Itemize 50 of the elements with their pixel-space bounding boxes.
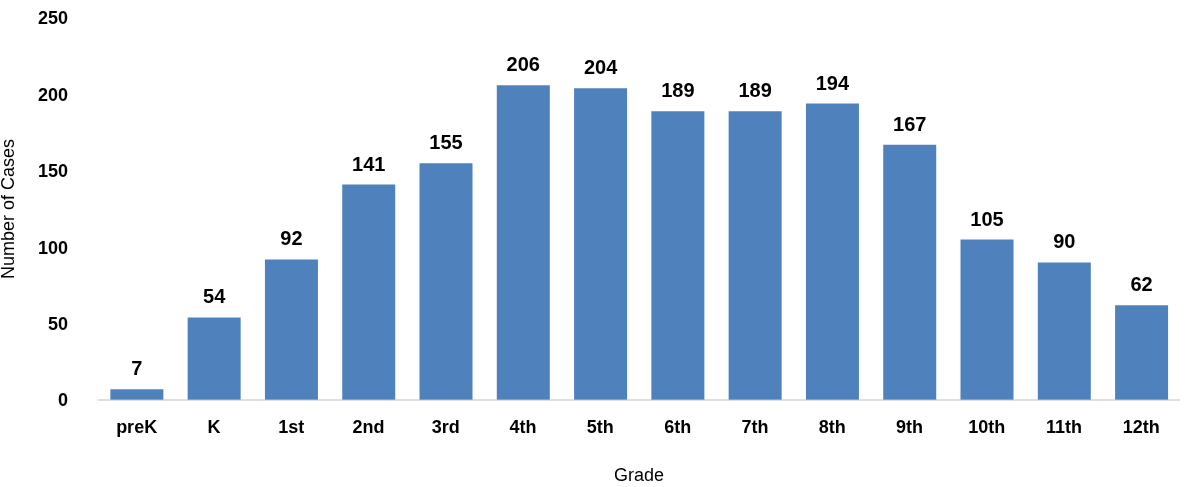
data-label: 105 <box>970 207 1004 230</box>
bar <box>1037 262 1091 400</box>
data-label: 189 <box>738 79 772 102</box>
x-tick-label: 5th <box>586 416 614 437</box>
x-tick-label: 8th <box>818 416 846 437</box>
data-label: 92 <box>280 227 303 250</box>
data-label: 7 <box>131 357 143 380</box>
x-tick-label: 3rd <box>431 416 460 437</box>
x-tick-label: 10th <box>968 416 1006 437</box>
data-label: 204 <box>583 56 619 79</box>
x-tick-label: 9th <box>896 416 923 437</box>
data-label: 189 <box>661 79 695 102</box>
x-tick-label: preK <box>116 416 158 437</box>
bar <box>883 144 937 400</box>
y-axis-title: Number of Cases <box>0 138 19 280</box>
x-tick-label: 7th <box>741 416 769 437</box>
y-tick-label: 100 <box>37 237 68 258</box>
data-label: 206 <box>506 53 540 76</box>
bar <box>805 103 859 400</box>
data-label: 54 <box>203 285 227 308</box>
bar <box>342 184 396 400</box>
y-tick-label: 50 <box>47 313 68 334</box>
bar <box>419 163 473 400</box>
bar <box>574 88 628 400</box>
x-tick-label: K <box>207 416 221 437</box>
y-tick-label: 0 <box>57 390 68 411</box>
x-tick-label: 2nd <box>352 416 385 437</box>
bar <box>1115 305 1169 400</box>
bar <box>264 259 318 400</box>
x-tick-label: 6th <box>664 416 692 437</box>
y-tick-label: 150 <box>37 161 68 182</box>
x-axis-title: Grade <box>613 465 665 485</box>
data-label: 141 <box>352 152 386 175</box>
data-label: 194 <box>815 71 850 94</box>
data-label: 167 <box>893 112 927 135</box>
bar <box>187 317 241 400</box>
x-tick-label: 4th <box>509 416 537 437</box>
bar <box>496 85 550 400</box>
bar <box>960 239 1014 400</box>
bar <box>728 111 782 400</box>
data-label: 62 <box>1130 273 1153 296</box>
x-tick-label: 11th <box>1046 416 1083 437</box>
x-tick-label: 1st <box>278 416 305 437</box>
data-label: 155 <box>429 131 463 154</box>
x-tick-label: 12th <box>1122 416 1160 437</box>
bar <box>651 111 705 400</box>
data-label: 90 <box>1053 230 1076 253</box>
y-tick-label: 250 <box>37 8 68 29</box>
y-tick-label: 200 <box>37 84 68 105</box>
bar <box>110 389 164 400</box>
